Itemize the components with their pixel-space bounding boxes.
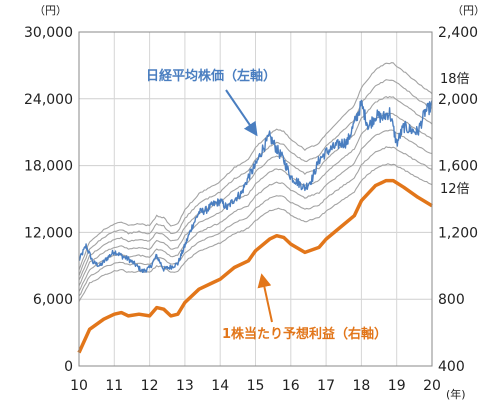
pe-line-17x: [78, 79, 433, 276]
x-tick-label: 19: [388, 378, 406, 394]
left-tick-label: 18,000: [24, 159, 73, 175]
pe-line-12x: [78, 163, 433, 302]
right-tick-label: 800: [438, 292, 465, 308]
right-axis-ticks: 400 800 1,200 1,600 2,000 2,400: [438, 25, 478, 375]
right-tick-label: 2,000: [438, 92, 478, 108]
right-tick-label: 1,600: [438, 159, 478, 175]
series-eps: [77, 178, 433, 354]
annotation-18x: 18倍: [440, 72, 470, 87]
annotation-12x: 12倍: [440, 182, 470, 197]
pe-line-13x: [78, 146, 433, 297]
x-tick-label: 18: [352, 378, 370, 394]
left-axis-ticks: 0 6,000 12,000 18,000 24,000 30,000: [24, 25, 73, 375]
left-tick-label: 12,000: [24, 225, 73, 241]
x-tick-label: 12: [141, 378, 159, 394]
x-axis-unit: (年): [446, 387, 466, 401]
right-tick-label: 1,200: [438, 225, 478, 241]
left-tick-label: 6,000: [33, 292, 73, 308]
right-tick-label: 2,400: [438, 25, 478, 41]
pe-multiple-lines: [78, 62, 433, 302]
left-tick-label: 24,000: [24, 92, 73, 108]
x-tick-label: 20: [423, 378, 441, 394]
left-tick-label: 0: [64, 359, 73, 375]
x-tick-label: 16: [282, 378, 300, 394]
annotation-eps: 1株当たり予想利益（右軸）: [222, 326, 387, 342]
nikkei-line: [78, 99, 433, 273]
series-nikkei: [78, 99, 433, 273]
x-tick-label: 10: [70, 378, 88, 394]
pe-line-18x: [78, 62, 433, 271]
annotation-nikkei-arrow: [225, 89, 258, 137]
right-axis-unit: （円）: [452, 4, 485, 17]
x-tick-label: 14: [211, 378, 229, 394]
eps-line: [77, 178, 433, 354]
x-tick-label: 11: [105, 378, 123, 394]
pe-line-14x: [78, 129, 433, 292]
annotation-nikkei: 日経平均株価（左軸）: [146, 68, 276, 84]
x-tick-label: 17: [317, 378, 335, 394]
annotation-eps-arrow: [257, 273, 273, 323]
left-tick-label: 30,000: [24, 25, 73, 41]
plot-frame: [78, 31, 433, 367]
pe-line-16x: [78, 95, 433, 281]
right-tick-label: 400: [438, 359, 465, 375]
x-tick-label: 15: [247, 378, 265, 394]
x-tick-label: 13: [176, 378, 194, 394]
x-axis-ticks: 10 11 12 13 14 15 16 17 18 19 20: [70, 378, 441, 394]
left-axis-unit: （円）: [34, 4, 67, 17]
